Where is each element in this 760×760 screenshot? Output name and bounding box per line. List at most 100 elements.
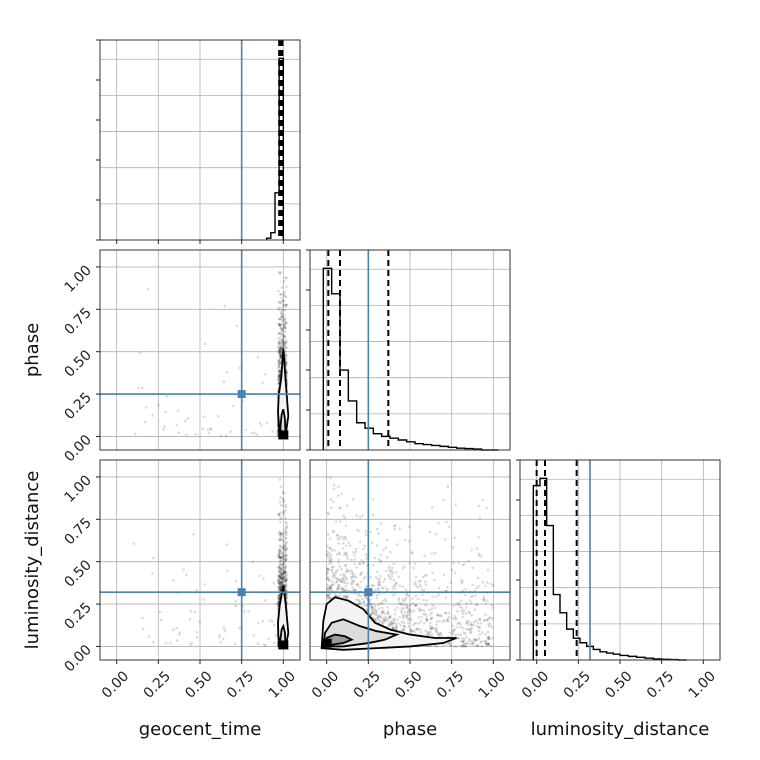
scatter-point — [394, 623, 398, 627]
scatter-point — [348, 544, 352, 547]
scatter-point — [336, 587, 339, 591]
scatter-point — [439, 613, 443, 617]
scatter-point — [424, 614, 428, 618]
scatter-point — [250, 431, 254, 435]
scatter-point — [277, 378, 281, 382]
scatter-point — [471, 641, 475, 644]
scatter-point — [279, 566, 283, 570]
scatter-point — [478, 626, 481, 629]
scatter-point — [278, 531, 281, 535]
scatter-point — [280, 315, 283, 318]
scatter-point — [431, 571, 434, 575]
scatter-point — [279, 511, 282, 515]
scatter-point — [277, 596, 281, 600]
scatter-point — [402, 603, 406, 607]
scatter-point — [341, 576, 344, 580]
scatter-point — [283, 314, 286, 317]
scatter-point — [358, 562, 362, 566]
scatter-point — [279, 324, 283, 327]
gridlines — [520, 460, 720, 660]
scatter-point — [169, 641, 172, 645]
scatter-point — [430, 625, 434, 629]
scatter-point — [268, 619, 272, 622]
scatter-point — [277, 574, 280, 577]
scatter-point — [284, 585, 287, 588]
scatter-point — [339, 580, 343, 583]
scatter-point — [377, 603, 380, 606]
scatter-point — [284, 326, 288, 330]
scatter-point — [192, 532, 195, 536]
scatter-point — [277, 323, 281, 326]
scatter-point — [388, 615, 391, 618]
scatter-point — [338, 507, 342, 510]
scatter-point — [326, 544, 329, 548]
scatter-point — [481, 498, 485, 502]
scatter-point — [459, 599, 463, 603]
scatter-point — [487, 642, 490, 646]
scatter-point — [344, 524, 348, 527]
scatter-point — [353, 558, 356, 561]
scatter-point — [277, 289, 280, 293]
scatter-point — [271, 430, 274, 433]
scatter-point — [470, 639, 473, 643]
scatter-point — [140, 386, 144, 390]
scatter-point — [477, 504, 481, 508]
scatter-point — [330, 561, 333, 564]
scatter-point — [285, 346, 288, 350]
scatter-point — [469, 630, 473, 634]
scatter-point — [272, 623, 276, 627]
scatter-point — [195, 630, 199, 634]
scatter-point — [473, 637, 476, 641]
scatter-point — [342, 574, 346, 578]
scatter-point — [461, 640, 465, 643]
scatter-point — [422, 609, 426, 613]
scatter-point — [372, 611, 376, 615]
scatter-point — [353, 554, 356, 557]
scatter-point — [405, 603, 408, 606]
scatter-point — [375, 570, 379, 574]
scatter-point — [403, 565, 406, 568]
scatter-point — [475, 547, 479, 550]
scatter-point — [280, 555, 283, 559]
scatter-point — [279, 352, 282, 356]
scatter-point — [281, 533, 284, 536]
scatter-point — [273, 641, 276, 645]
scatter-point — [377, 532, 380, 535]
scatter-point — [277, 382, 280, 386]
scatter-point — [351, 498, 355, 501]
scatter-point — [395, 625, 399, 629]
scatter-point — [407, 594, 410, 598]
scatter-point — [370, 605, 373, 609]
scatter-point — [285, 553, 288, 557]
scatter-point — [284, 516, 288, 520]
scatter-point — [282, 571, 286, 575]
panel-content — [100, 250, 300, 450]
scatter-point — [279, 341, 282, 345]
scatter-point — [284, 559, 287, 563]
scatter-point — [278, 544, 282, 547]
scatter-point — [283, 335, 287, 338]
truth-marker — [237, 390, 246, 399]
scatter-point — [344, 537, 348, 541]
scatter-point — [487, 616, 491, 620]
scatter-point — [386, 606, 389, 609]
scatter-point — [379, 574, 382, 578]
scatter-point — [444, 611, 448, 615]
scatter-point — [393, 587, 397, 590]
scatter-point — [277, 351, 281, 354]
scatter-point — [243, 610, 246, 613]
scatter-point — [364, 596, 368, 600]
scatter-point — [402, 616, 405, 620]
scatter-point — [437, 634, 440, 637]
scatter-point — [347, 541, 351, 544]
scatter-point — [284, 579, 288, 583]
scatter-point — [285, 574, 288, 577]
scatter-point — [477, 584, 480, 588]
scatter-point — [388, 624, 392, 628]
scatter-point — [284, 317, 287, 320]
scatter-point — [338, 537, 341, 540]
scatter-point — [464, 612, 468, 615]
x-tick-label: 1.00 — [266, 668, 299, 701]
scatter-point — [435, 613, 439, 617]
scatter-point — [282, 335, 286, 339]
